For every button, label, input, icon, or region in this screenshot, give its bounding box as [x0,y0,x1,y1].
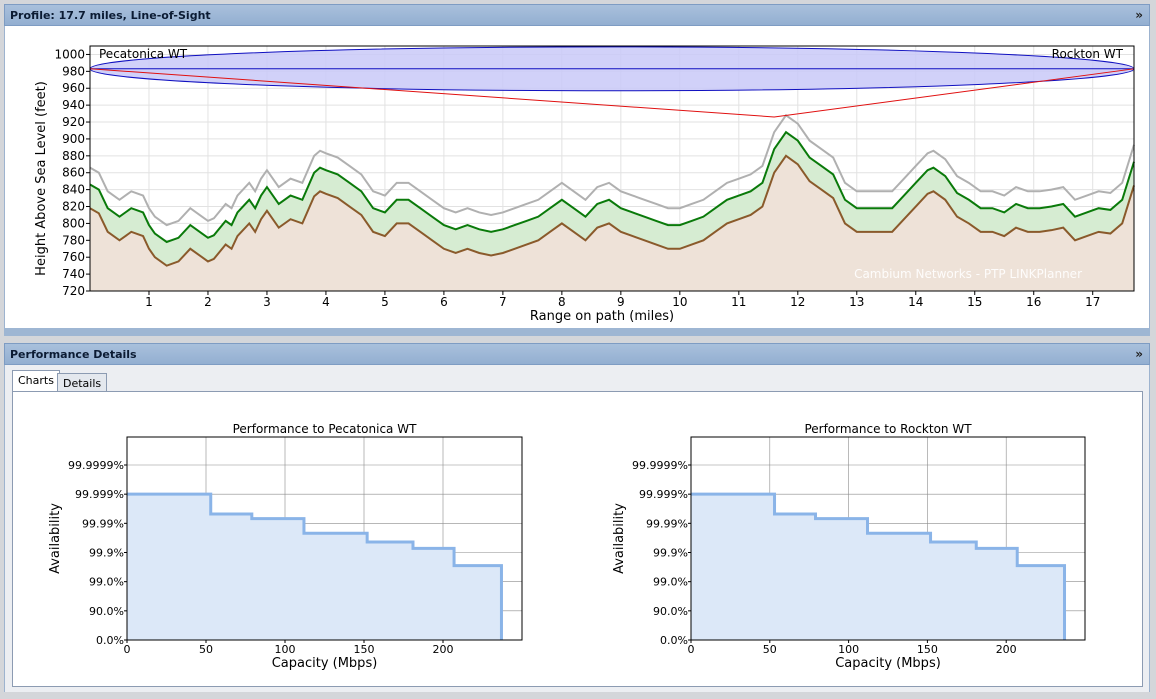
y-tick-label: 99.0% [653,576,688,589]
y-tick-label: 99.9999% [632,459,688,472]
y-tick-label: 740 [62,267,85,281]
x-tick-label: 200 [996,643,1017,656]
profile-panel-header: Profile: 17.7 miles, Line-of-Sight » [4,4,1150,26]
x-tick-label: 7 [499,295,507,309]
x-tick-label: 2 [204,295,212,309]
y-axis-label: Availability [48,503,63,574]
x-tick-label: 50 [763,643,777,656]
x-tick-label: 9 [617,295,625,309]
y-tick-label: 99.9% [89,547,124,560]
profile-chart: 1 2 3 4 5 6 7 8 9 10 11 12 13 14 15 16 17720740760780800… [34,45,1135,324]
y-tick-label: 960 [62,81,85,95]
x-axis-label: Range on path (miles) [530,309,674,324]
x-tick-label: 16 [1026,295,1041,309]
double-chevron-up-icon[interactable]: » [1135,347,1143,361]
y-tick-label: 90.0% [653,605,688,618]
performance-chart-2: 0 50 100 150 200 0.0% 90.0% 99.0% 99.9% 99.99% 99.… [612,422,1086,671]
double-chevron-up-icon[interactable]: » [1135,8,1143,22]
x-tick-label: 10 [672,295,687,309]
chart-title: Performance to Rockton WT [804,422,972,436]
watermark: Cambium Networks - PTP LINKPlanner [854,267,1082,281]
x-tick-label: 12 [790,295,805,309]
y-tick-label: 90.0% [89,605,124,618]
x-tick-label: 13 [849,295,864,309]
performance-panel-header: Performance Details » [4,343,1150,365]
tab-charts[interactable]: Charts [12,370,60,391]
x-tick-label: 0 [124,643,131,656]
profile-panel-body: 1 2 3 4 5 6 7 8 9 10 11 12 13 14 15 16 17 720 740 760 780 800… [4,26,1150,328]
availability-line [691,492,1067,640]
availability-area [127,494,502,640]
y-tick-label: 99.9999% [68,459,124,472]
x-tick-label: 17 [1085,295,1100,309]
y-tick-label: 720 [62,284,85,298]
availability-area [691,494,1065,640]
y-tick-label: 99.99% [82,517,124,530]
y-tick-label: 780 [62,233,85,247]
clutter-line [89,130,1135,244]
tab-bar: Charts Details [12,370,212,392]
availability-line [127,492,503,640]
profile-panel-title: Profile: 17.7 miles, Line-of-Sight [10,9,211,22]
performance-chart-1: 0 50 100 150 200 0.0% 90.0% 99.0% 99.9% 99.99% 99.… [48,422,523,671]
y-tick-label: 1000 [54,47,85,61]
x-tick-label: 11 [731,295,746,309]
y-tick-label: 760 [62,250,85,264]
x-tick-label: 100 [838,643,859,656]
x-tick-label: 150 [354,643,375,656]
y-tick-label: 840 [62,183,85,197]
terrain-fill [90,155,1134,291]
y-tick-label: 880 [62,149,85,163]
left-site-label: Pecatonica WT [99,47,188,61]
y-tick-label: 820 [62,200,85,214]
y-axis-label: Availability [612,503,627,574]
y-tick-label: 980 [62,64,85,78]
plot-frame [126,436,523,641]
x-tick-label: 1 [145,295,153,309]
tab-details[interactable]: Details [57,373,108,391]
performance-charts: 0 50 100 150 200 0.0% 90.0% 99.0% 99.9% 99.99% 99.… [48,422,1086,671]
x-tick-label: 14 [908,295,923,309]
x-tick-label: 15 [967,295,982,309]
x-tick-label: 150 [917,643,938,656]
performance-panel-title: Performance Details [10,348,137,361]
x-tick-label: 8 [558,295,566,309]
y-axis-label: Height Above Sea Level (feet) [34,81,49,276]
x-tick-label: 5 [381,295,389,309]
y-tick-label: 99.99% [646,517,688,530]
y-tick-label: 940 [62,98,85,112]
obstruction-line [89,113,1135,227]
y-tick-label: 800 [62,216,85,230]
x-tick-label: 100 [275,643,296,656]
y-tick-label: 0.0% [96,634,124,647]
x-tick-label: 4 [322,295,330,309]
chart-title: Performance to Pecatonica WT [233,422,417,436]
y-tick-label: 860 [62,166,85,180]
y-tick-label: 99.9% [653,547,688,560]
profile-panel-footer [4,328,1150,336]
plot-frame [690,436,1086,641]
y-tick-label: 99.0% [89,576,124,589]
y-tick-label: 920 [62,115,85,129]
los-line [89,68,1135,118]
x-tick-label: 6 [440,295,448,309]
plot-frame [89,45,1135,292]
y-tick-label: 99.999% [639,488,688,501]
x-tick-label: 3 [263,295,271,309]
x-tick-label: 0 [688,643,695,656]
x-axis-label: Capacity (Mbps) [835,656,941,671]
x-axis-label: Capacity (Mbps) [272,656,378,671]
terrain-line [89,154,1135,267]
right-site-label: Rockton WT [1052,47,1124,61]
y-tick-label: 99.999% [75,488,124,501]
x-tick-label: 50 [199,643,213,656]
x-tick-label: 200 [433,643,454,656]
y-tick-label: 0.0% [660,634,688,647]
y-tick-label: 900 [62,132,85,146]
charts-frame: 0 50 100 150 200 0.0% 90.0% 99.0% 99.9% 99.99% 99.… [12,391,1143,687]
